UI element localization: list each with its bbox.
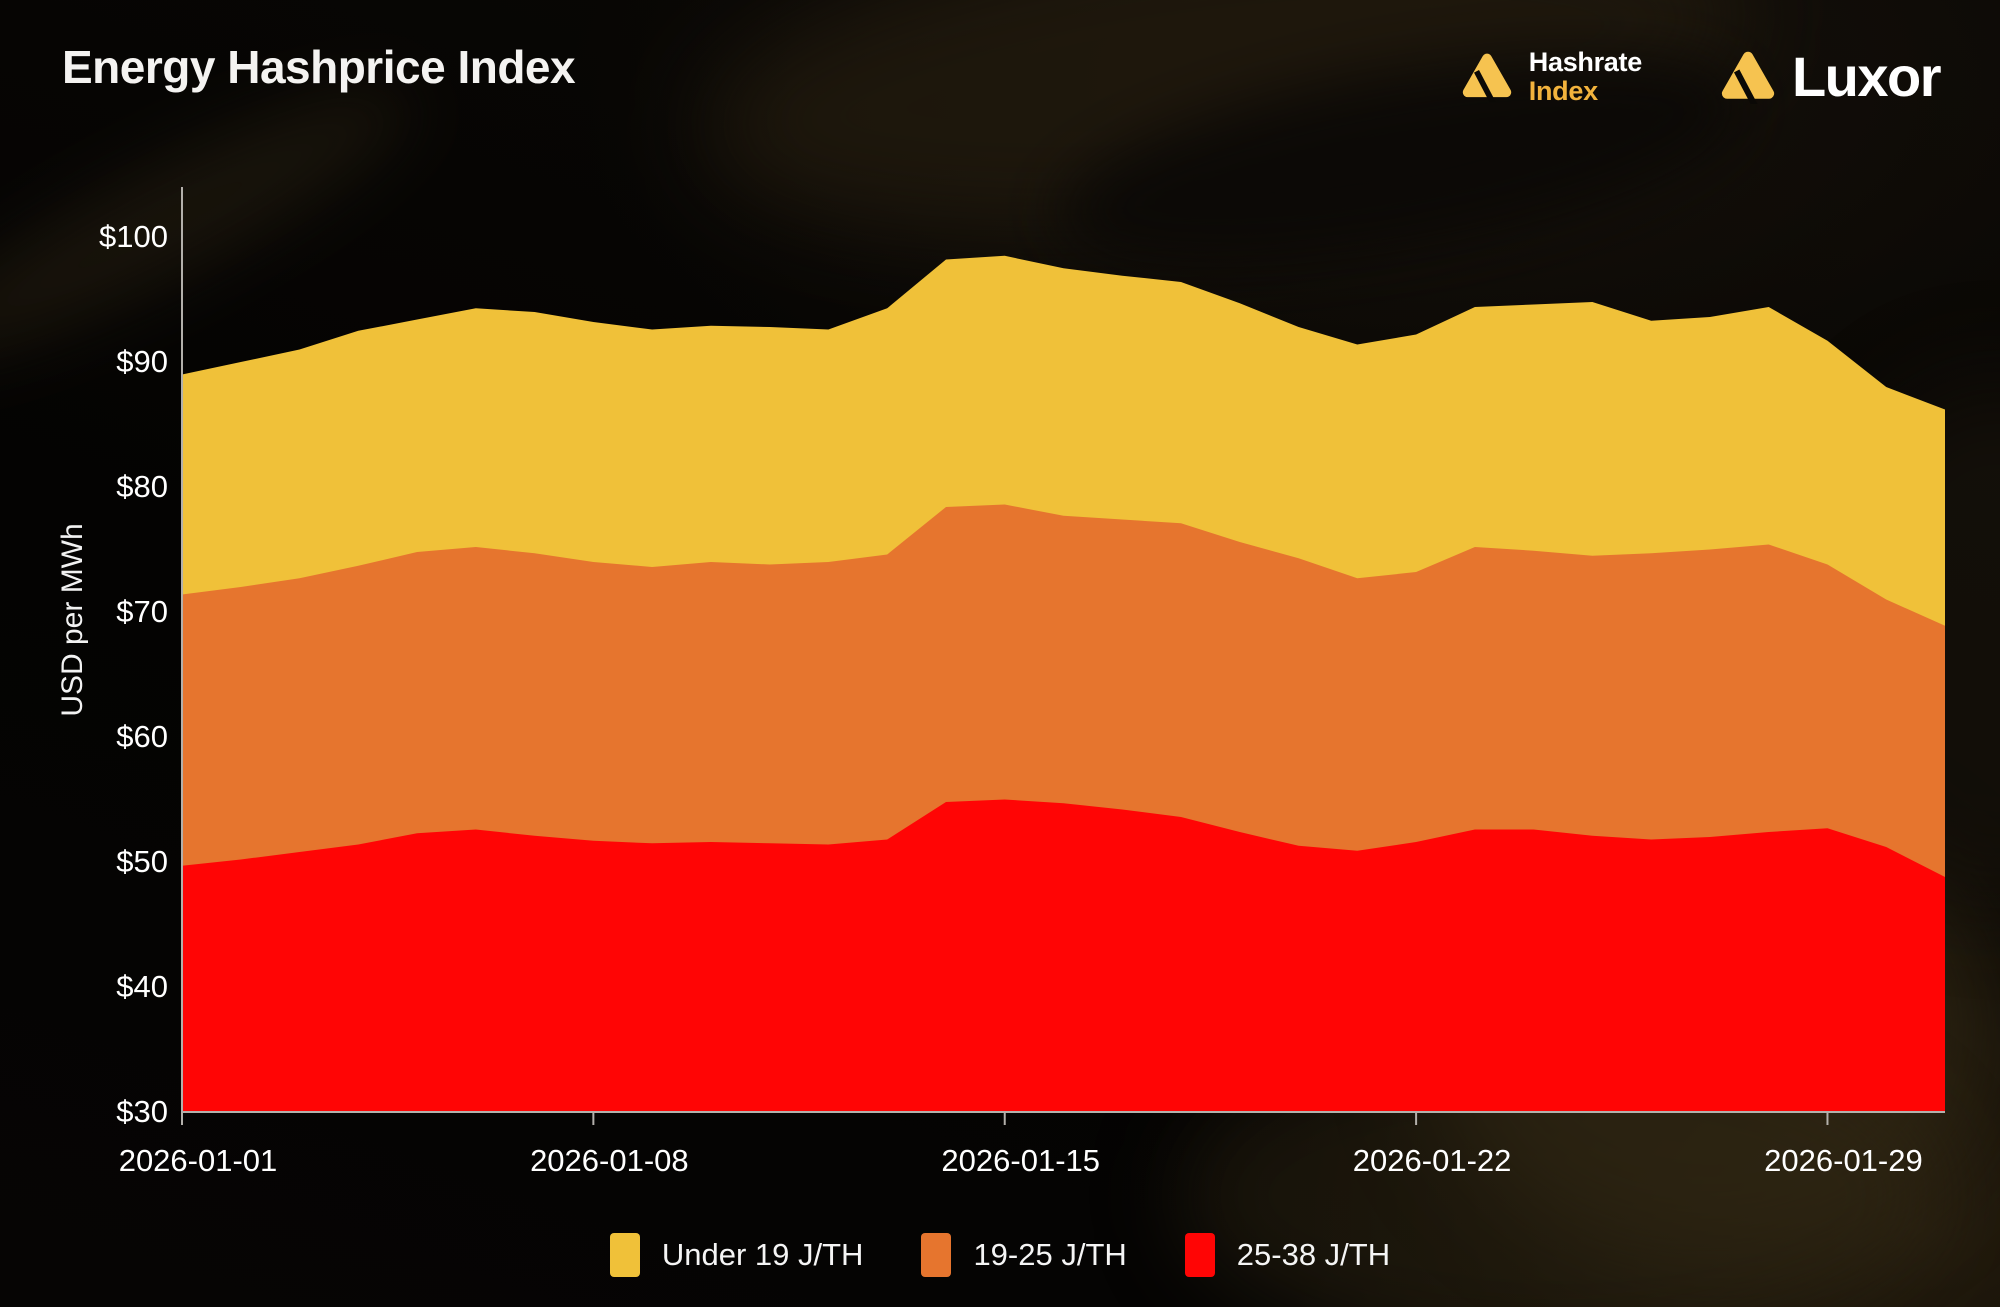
- legend-swatch-19-25-j-th: [921, 1233, 952, 1277]
- x-tick-2026-01-01: 2026-01-01: [118, 1143, 278, 1178]
- hashrate-index-triangle-icon: [1462, 53, 1511, 102]
- y-tick-40: $40: [116, 969, 168, 1004]
- legend-label-under-19-j-th: Under 19 J/TH: [661, 1237, 864, 1272]
- hashrate-wordmark-line1: Hashrate: [1528, 46, 1642, 77]
- x-tick-2026-01-08: 2026-01-08: [530, 1143, 689, 1178]
- x-tick-2026-01-22: 2026-01-22: [1352, 1143, 1512, 1178]
- legend-item-19-25-j-th[interactable]: 19-25 J/TH: [921, 1233, 1127, 1277]
- page-title: Energy Hashprice Index: [62, 41, 576, 93]
- y-tick-60: $60: [116, 719, 168, 754]
- y-tick-50: $50: [116, 844, 168, 879]
- hashrate-index-wordmark: Hashrate Index: [1529, 48, 1642, 105]
- header-logos: Hashrate Index Luxor: [1461, 44, 1942, 109]
- luxor-wordmark: Luxor: [1791, 45, 1942, 108]
- legend-item-25-38-j-th[interactable]: 25-38 J/TH: [1184, 1233, 1391, 1277]
- hashrate-index-logo: Hashrate Index: [1461, 48, 1642, 105]
- y-tick-90: $90: [116, 344, 168, 379]
- legend-label-25-38-j-th: 25-38 J/TH: [1236, 1237, 1391, 1272]
- x-tick-2026-01-15: 2026-01-15: [941, 1143, 1100, 1178]
- legend: Under 19 J/TH 19-25 J/TH 25-38 J/TH: [0, 1233, 2000, 1277]
- hashrate-wordmark-line2: Index: [1528, 75, 1598, 106]
- area-25-38-j-th[interactable]: [182, 799, 1945, 1113]
- luxor-triangle-icon: [1721, 51, 1775, 104]
- legend-label-19-25-j-th: 19-25 J/TH: [973, 1237, 1127, 1272]
- x-tick-2026-01-29: 2026-01-29: [1764, 1143, 1923, 1178]
- luxor-logo: Luxor: [1720, 44, 1942, 109]
- legend-swatch-25-38-j-th: [1184, 1233, 1215, 1277]
- legend-item-under-19-j-th[interactable]: Under 19 J/TH: [609, 1233, 864, 1277]
- y-tick-80: $80: [116, 469, 168, 504]
- legend-swatch-under-19-j-th: [609, 1233, 640, 1277]
- y-tick-100: $100: [99, 219, 168, 254]
- y-tick-70: $70: [116, 594, 168, 629]
- y-tick-30: $30: [116, 1094, 168, 1129]
